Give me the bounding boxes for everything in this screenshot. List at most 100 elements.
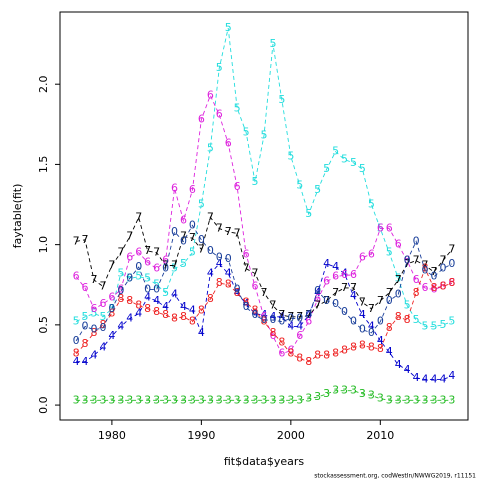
point-glyph: 6	[234, 180, 241, 193]
point-glyph: 7	[296, 310, 303, 323]
point-glyph: 6	[153, 262, 160, 275]
point-glyph: 0	[296, 311, 303, 324]
series-line	[75, 94, 453, 355]
point-glyph: 6	[314, 292, 321, 305]
point-glyph: 7	[171, 258, 178, 271]
point-glyph: 7	[350, 281, 357, 294]
point-glyph: 5	[171, 262, 178, 275]
point-glyph: 7	[368, 302, 375, 315]
point-glyph: 7	[91, 273, 98, 286]
point-glyph: 6	[323, 275, 330, 288]
point-glyph: 0	[153, 283, 160, 296]
point-glyph: 4	[332, 260, 339, 273]
point-glyph: 8	[261, 315, 268, 328]
point-glyph: 3	[144, 393, 151, 406]
point-glyph: 0	[386, 294, 393, 307]
point-glyph: 8	[73, 347, 80, 360]
point-glyph: 6	[198, 112, 205, 125]
point-glyph: 8	[359, 339, 366, 352]
point-glyph: 4	[386, 345, 393, 358]
point-glyph: 4	[144, 291, 151, 304]
point-glyph: 0	[404, 254, 411, 267]
point-glyph: 5	[99, 310, 106, 323]
point-glyph: 0	[225, 252, 232, 265]
point-glyph: 8	[386, 321, 393, 334]
point-glyph: 3	[198, 393, 205, 406]
series-line	[75, 267, 453, 363]
point-glyph: 0	[82, 319, 89, 332]
point-glyph: 5	[198, 198, 205, 211]
point-glyph: 6	[144, 255, 151, 268]
point-glyph: 7	[422, 258, 429, 271]
point-glyph: 8	[332, 347, 339, 360]
point-glyph: 5	[117, 267, 124, 280]
point-glyph: 5	[180, 257, 187, 270]
point-glyph: 7	[413, 254, 420, 267]
point-glyph: 8	[395, 310, 402, 323]
point-glyph: 3	[359, 387, 366, 400]
point-glyph: 0	[323, 294, 330, 307]
point-glyph: 5	[278, 93, 285, 106]
point-glyph: 7	[207, 210, 214, 223]
point-glyph: 8	[216, 276, 223, 289]
point-glyph: 7	[269, 299, 276, 312]
point-glyph: 5	[404, 299, 411, 312]
point-glyph: 6	[91, 302, 98, 315]
y-tick-label: 1.5	[37, 156, 50, 174]
point-glyph: 3	[377, 392, 384, 405]
point-glyph: 6	[225, 137, 232, 150]
point-glyph: 5	[189, 246, 196, 259]
point-glyph: 6	[386, 222, 393, 235]
point-glyph: 0	[332, 297, 339, 310]
point-glyph: 3	[73, 393, 80, 406]
point-glyph: 0	[180, 234, 187, 247]
point-glyph: 3	[296, 393, 303, 406]
point-glyph: 0	[431, 270, 438, 283]
point-glyph: 0	[278, 315, 285, 328]
point-glyph: 8	[153, 305, 160, 318]
point-glyph: 3	[91, 393, 98, 406]
point-glyph: 5	[261, 129, 268, 142]
x-axis-label: fit$data$years	[224, 455, 305, 468]
point-glyph: 4	[296, 319, 303, 332]
point-glyph: 4	[162, 300, 169, 313]
point-glyph: 5	[296, 178, 303, 191]
point-glyph: 5	[395, 271, 402, 284]
point-glyph: 7	[180, 230, 187, 243]
point-glyph: 4	[180, 300, 187, 313]
point-glyph: 6	[287, 344, 294, 357]
series-line	[75, 224, 453, 342]
footnote: stockassessment.org, codWestIn/NWWG2019,…	[314, 473, 476, 480]
point-glyph: 3	[153, 393, 160, 406]
point-glyph: 8	[296, 352, 303, 365]
point-glyph: 3	[207, 393, 214, 406]
point-glyph: 4	[431, 372, 438, 385]
point-glyph: 4	[323, 257, 330, 270]
point-glyph: 8	[252, 303, 259, 316]
point-glyph: 4	[234, 286, 241, 299]
point-glyph: 7	[377, 294, 384, 307]
point-glyph: 4	[153, 294, 160, 307]
point-glyph: 8	[243, 295, 250, 308]
series-line	[76, 390, 452, 401]
point-glyph: 8	[341, 344, 348, 357]
point-glyph: 5	[135, 270, 142, 283]
point-glyph: 5	[91, 307, 98, 320]
point-glyph: 8	[82, 337, 89, 350]
y-axis-label: faytable(fit)	[11, 184, 24, 249]
point-glyph: 8	[234, 286, 241, 299]
y-tick-label: 0.0	[37, 396, 50, 414]
point-glyph: 6	[99, 297, 106, 310]
point-glyph: 3	[162, 393, 169, 406]
point-glyph: 8	[368, 340, 375, 353]
point-glyph: 7	[431, 265, 438, 278]
point-glyph: 0	[341, 305, 348, 318]
point-glyph: 8	[144, 302, 151, 315]
point-glyph: 7	[305, 308, 312, 321]
point-glyph: 0	[126, 271, 133, 284]
point-glyph: 4	[439, 372, 446, 385]
point-glyph: 3	[180, 393, 187, 406]
point-glyph: 6	[162, 254, 169, 267]
point-glyph: 4	[368, 319, 375, 332]
point-glyph: 6	[413, 273, 420, 286]
